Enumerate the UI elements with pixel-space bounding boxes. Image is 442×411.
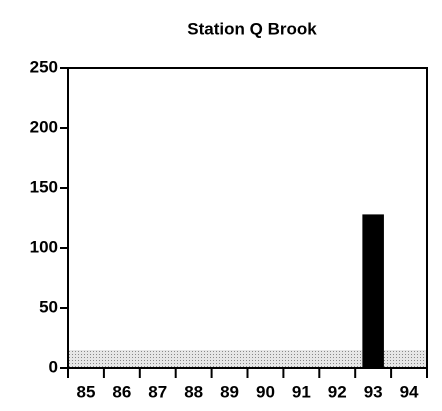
y-tick-label: 0 [49, 357, 58, 376]
chart-title: Station Q Brook [187, 19, 317, 38]
x-tick-label: 92 [328, 382, 347, 401]
y-tick-label: 50 [39, 297, 58, 316]
reference-band [68, 350, 427, 368]
x-tick-label: 88 [184, 382, 203, 401]
y-tick-label: 100 [30, 237, 58, 256]
bar [362, 214, 384, 368]
y-tick-label: 150 [30, 177, 58, 196]
x-tick-label: 85 [76, 382, 95, 401]
x-tick-label: 87 [148, 382, 167, 401]
y-tick-label: 250 [30, 57, 58, 76]
x-tick-label: 90 [256, 382, 275, 401]
x-tick-label: 93 [364, 382, 383, 401]
x-tick-label: 86 [112, 382, 131, 401]
x-tick-label: 91 [292, 382, 311, 401]
y-tick-label: 200 [30, 117, 58, 136]
x-tick-label: 89 [220, 382, 239, 401]
plot-frame [67, 67, 428, 369]
x-tick-label: 94 [400, 382, 419, 401]
